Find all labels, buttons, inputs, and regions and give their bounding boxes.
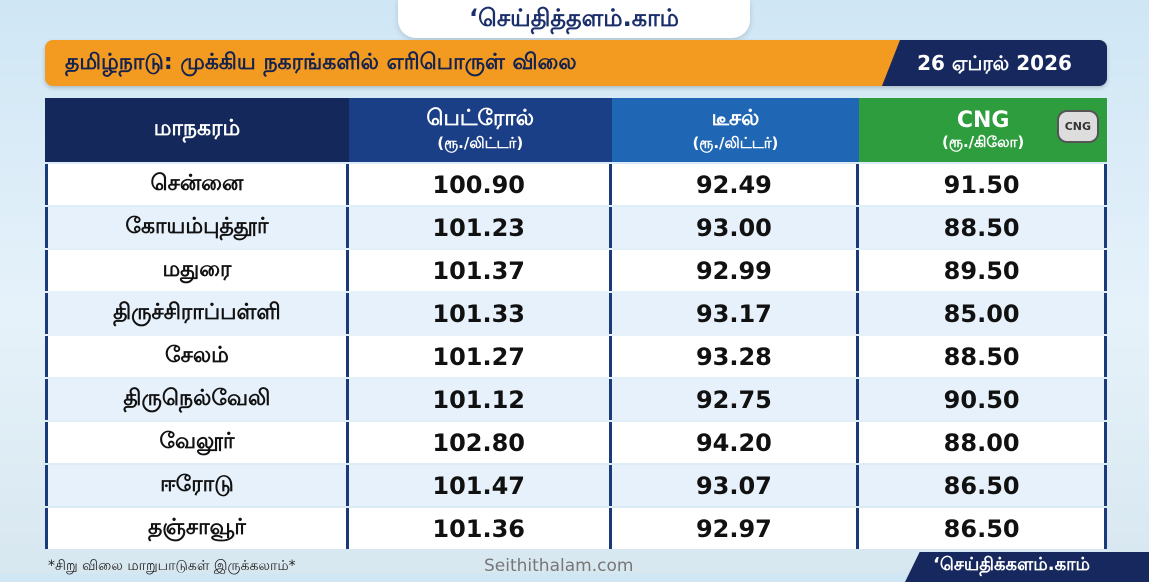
column-header: டீசல் (ரூ./லிட்டர்)	[611, 98, 860, 162]
price: 91.50	[859, 164, 1107, 205]
column-name: CNG	[956, 107, 1010, 133]
column-name: பெட்ரோல்	[426, 106, 535, 131]
price: 89.50	[859, 250, 1107, 291]
logo: ‘செய்தித்தளம்.காம்	[398, 0, 750, 38]
table-row: சென்னை 100.90 92.49 91.50	[45, 164, 1107, 205]
cng-icon: CNG	[1056, 110, 1099, 143]
column-header: CNG (ரூ./கிலோ) CNG	[859, 98, 1107, 162]
price: 101.12	[348, 379, 612, 420]
footer-logo: ‘செய்திக்களம்.காம்	[905, 552, 1149, 582]
price: 92.97	[611, 508, 860, 549]
price: 101.27	[348, 336, 612, 377]
price: 102.80	[348, 422, 612, 463]
price: 93.17	[611, 293, 860, 334]
price: 92.75	[611, 379, 860, 420]
city: சென்னை	[45, 164, 349, 205]
table-row: கோயம்புத்தூர் 101.23 93.00 88.50	[45, 207, 1107, 248]
table-row: திருநெல்வேலி 101.12 92.75 90.50	[45, 379, 1107, 420]
price: 90.50	[859, 379, 1107, 420]
table-row: தஞ்சாவூர் 101.36 92.97 86.50	[45, 508, 1107, 549]
price: 93.28	[611, 336, 860, 377]
price: 92.49	[611, 164, 860, 205]
price: 101.37	[348, 250, 612, 291]
header-bar: தமிழ்நாடு: முக்கிய நகரங்களில் எரிபொருள் …	[45, 40, 1107, 86]
column-name: டீசல்	[711, 106, 760, 131]
column-unit: (ரூ./கிலோ)	[942, 132, 1025, 151]
city: மதுரை	[45, 250, 349, 291]
city: வேலூர்	[45, 422, 349, 463]
column-header: மாநகரம்	[45, 98, 349, 162]
city: சேலம்	[45, 336, 349, 377]
date: 26 ஏப்ரல் 2026	[882, 40, 1107, 86]
column-header: பெட்ரோல் (ரூ./லிட்டர்)	[348, 98, 612, 162]
price: 101.36	[348, 508, 612, 549]
price: 101.23	[348, 207, 612, 248]
title: தமிழ்நாடு: முக்கிய நகரங்களில் எரிபொருள் …	[65, 50, 577, 75]
table-row: மதுரை 101.37 92.99 89.50	[45, 250, 1107, 291]
city: திருச்சிராப்பள்ளி	[45, 293, 349, 334]
city: தஞ்சாவூர்	[45, 508, 349, 549]
price: 85.00	[859, 293, 1107, 334]
price: 88.50	[859, 207, 1107, 248]
price: 93.00	[611, 207, 860, 248]
table-row: ஈரோடு 101.47 93.07 86.50	[45, 465, 1107, 506]
column-unit: (ரூ./லிட்டர்)	[437, 134, 524, 152]
table-row: சேலம் 101.27 93.28 88.50	[45, 336, 1107, 377]
price: 101.47	[348, 465, 612, 506]
price: 94.20	[611, 422, 860, 463]
table-row: திருச்சிராப்பள்ளி 101.33 93.17 85.00	[45, 293, 1107, 334]
price-table: மாநகரம் பெட்ரோல் (ரூ./லிட்டர்) டீசல் (ரூ./லி…	[45, 96, 1107, 551]
column-unit: (ரூ./லிட்டர்)	[692, 134, 779, 152]
price: 88.50	[859, 336, 1107, 377]
price: 86.50	[859, 508, 1107, 549]
column-name: மாநகரம்	[153, 116, 241, 141]
price: 92.99	[611, 250, 860, 291]
table-row: வேலூர் 102.80 94.20 88.00	[45, 422, 1107, 463]
footnote: *சிறு விலை மாறுபாடுகள் இருக்கலாம்*	[48, 558, 296, 574]
price: 86.50	[859, 465, 1107, 506]
price: 100.90	[348, 164, 612, 205]
price: 101.33	[348, 293, 612, 334]
city: ஈரோடு	[45, 465, 349, 506]
city: கோயம்புத்தூர்	[45, 207, 349, 248]
price: 93.07	[611, 465, 860, 506]
price: 88.00	[859, 422, 1107, 463]
website: Seithithalam.com	[484, 556, 634, 576]
city: திருநெல்வேலி	[45, 379, 349, 420]
header-row: மாநகரம் பெட்ரோல் (ரூ./லிட்டர்) டீசல் (ரூ./லி…	[45, 98, 1107, 162]
